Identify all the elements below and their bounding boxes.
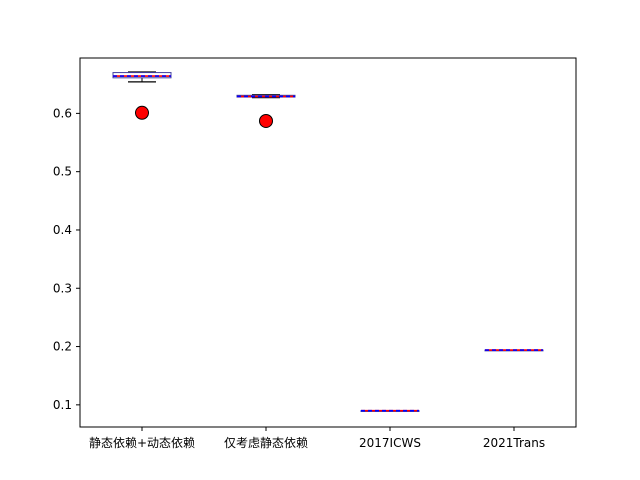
box-group	[236, 94, 296, 128]
x-tick-label: 2017ICWS	[359, 436, 421, 450]
x-tick-label: 2021Trans	[483, 436, 545, 450]
x-axis: 静态依赖+动态依赖 仅考虑静态依赖 2017ICWS 2021Trans	[89, 427, 545, 450]
y-tick-label: 0.6	[53, 106, 72, 120]
marker-point	[259, 113, 273, 128]
marker-point	[135, 105, 149, 120]
x-tick-label: 仅考虑静态依赖	[224, 435, 308, 450]
box-body	[112, 72, 172, 79]
y-tick-label: 0.4	[53, 223, 72, 237]
box-group	[484, 349, 544, 352]
y-axis: 0.1 0.2 0.3 0.4 0.5 0.6	[53, 106, 80, 412]
y-tick-label: 0.5	[53, 165, 72, 179]
plot-background	[80, 58, 576, 427]
x-tick-label: 静态依赖+动态依赖	[89, 435, 195, 450]
box-group	[360, 409, 420, 412]
y-tick-label: 0.3	[53, 281, 72, 295]
y-tick-label: 0.1	[53, 398, 72, 412]
box-group	[112, 71, 172, 120]
y-tick-label: 0.2	[53, 340, 72, 354]
plot-frame	[79, 57, 577, 428]
boxes-layer	[112, 71, 544, 412]
